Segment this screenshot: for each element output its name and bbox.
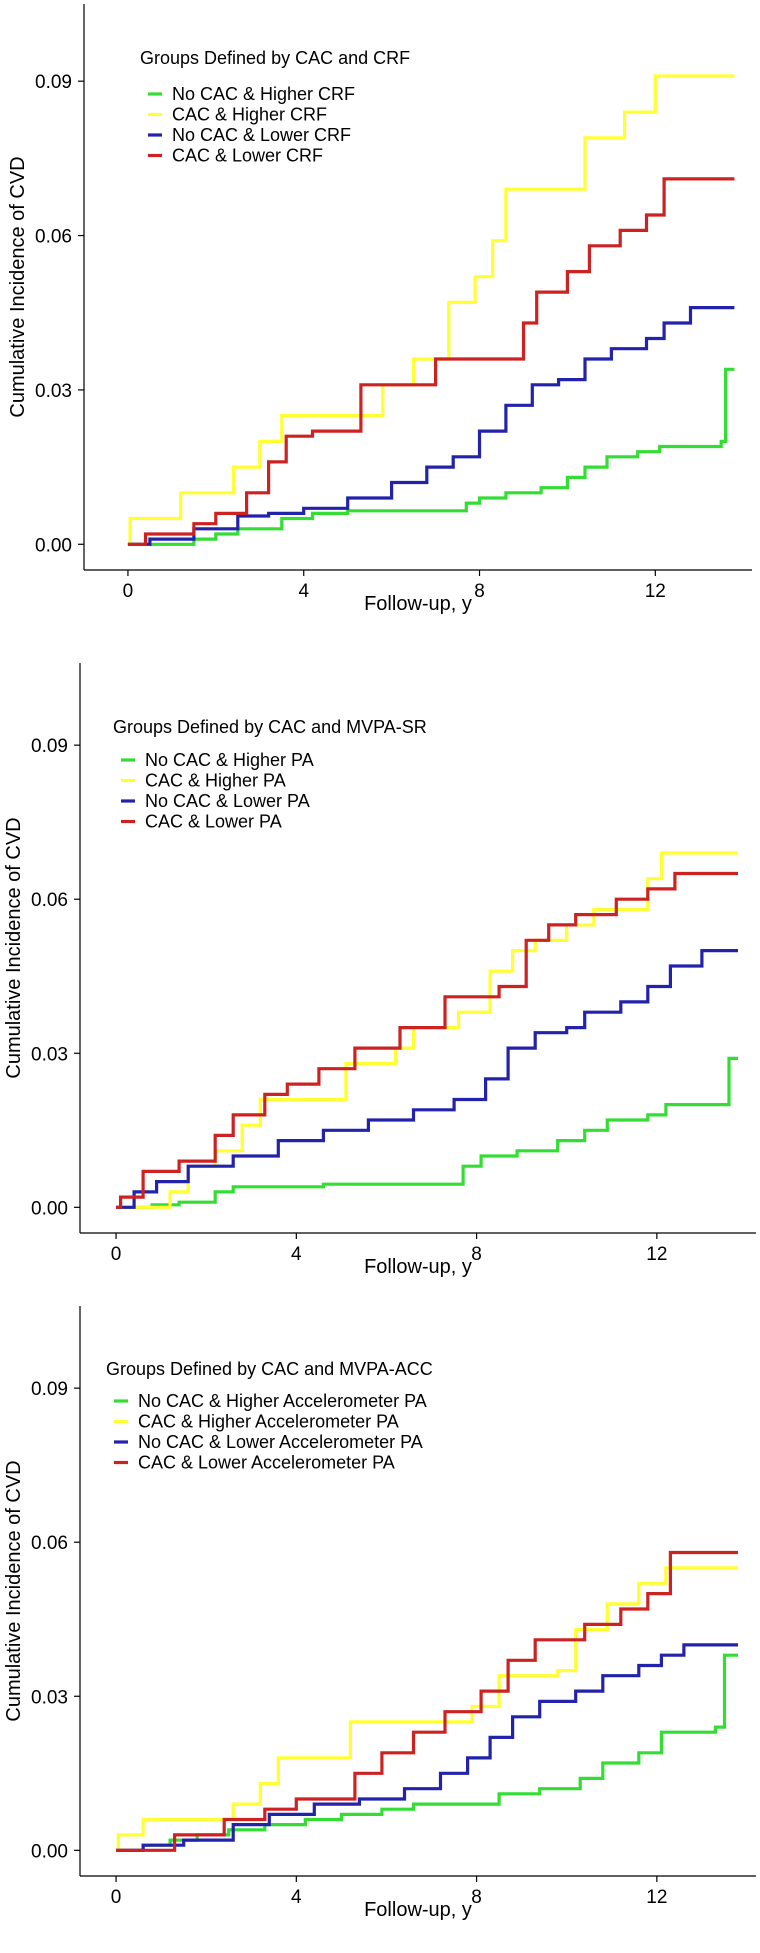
x-tick-label: 12: [646, 1887, 667, 1908]
legend-label: No CAC & Higher CRF: [172, 84, 355, 104]
x-tick-label: 8: [474, 581, 485, 602]
chart-svg-crf: 0.00 0.03 0.06 0.09 0 4 8 12 Follow-up, y Cumulat…: [7, 4, 752, 615]
x-axis-label: Follow-up, y: [364, 593, 472, 615]
y-tick-label: 0.03: [35, 381, 72, 402]
legend-label: CAC & Higher Accelerometer PA: [138, 1412, 399, 1432]
x-tick-label: 0: [111, 1244, 122, 1265]
y-tick-label: 0.09: [31, 1379, 68, 1400]
legend-title: Groups Defined by CAC and MVPA-ACC: [106, 1359, 433, 1379]
legend-label: CAC & Lower PA: [145, 812, 282, 832]
x-axis-label: Follow-up, y: [364, 1899, 472, 1921]
y-tick-label: 0.00: [31, 1198, 68, 1219]
chart-panel-crf: 0.00 0.03 0.06 0.09 0 4 8 12 Follow-up, y Cumulat…: [0, 0, 760, 651]
legend-title: Groups Defined by CAC and CRF: [140, 48, 410, 68]
x-tick-label: 0: [123, 581, 134, 602]
x-axis-label: Follow-up, y: [364, 1256, 472, 1278]
series-line: [116, 851, 738, 1209]
x-tick-label: 4: [298, 581, 309, 602]
series-line: [116, 871, 738, 1209]
chart-svg-mvpa-sr: 0.00 0.03 0.06 0.09 0 4 8 12 Follow-up, y Cumulat…: [3, 663, 756, 1278]
y-tick-label: 0.00: [35, 535, 72, 556]
series-line: [116, 1566, 738, 1852]
y-tick-label: 0.09: [31, 736, 68, 757]
y-tick-label: 0.06: [31, 1533, 68, 1554]
series-line: [116, 1056, 738, 1209]
chart-panel-mvpa-sr: 0.00 0.03 0.06 0.09 0 4 8 12 Follow-up, y Cumulat…: [0, 651, 760, 1302]
y-tick-label: 0.03: [31, 1687, 68, 1708]
series-line: [116, 949, 738, 1209]
y-tick-label: 0.03: [31, 1044, 68, 1065]
y-axis-label: Cumulative Incidence of CVD: [3, 817, 25, 1078]
x-tick-label: 4: [291, 1244, 302, 1265]
chart-panel-mvpa-acc: 0.00 0.03 0.06 0.09 0 4 8 12 Follow-up, y Cumulat…: [0, 1302, 760, 1953]
chart-svg-mvpa-acc: 0.00 0.03 0.06 0.09 0 4 8 12 Follow-up, y Cumulat…: [3, 1306, 756, 1921]
x-tick-label: 0: [111, 1887, 122, 1908]
series-line: [116, 1643, 738, 1852]
y-axis-label: Cumulative Incidence of CVD: [7, 156, 29, 417]
legend-title: Groups Defined by CAC and MVPA-SR: [113, 717, 427, 737]
legend-label: No CAC & Higher Accelerometer PA: [138, 1391, 427, 1411]
series-line: [116, 1550, 738, 1852]
legend-label: No CAC & Higher PA: [145, 750, 314, 770]
legend-label: CAC & Lower Accelerometer PA: [138, 1453, 395, 1473]
x-tick-label: 8: [471, 1244, 482, 1265]
legend-label: CAC & Higher PA: [145, 771, 286, 791]
series-line: [127, 367, 735, 546]
series-line: [127, 306, 735, 546]
legend-label: No CAC & Lower PA: [145, 791, 310, 811]
y-tick-label: 0.06: [31, 890, 68, 911]
y-tick-label: 0.00: [31, 1841, 68, 1862]
legend-label: CAC & Higher CRF: [172, 105, 327, 125]
y-tick-label: 0.09: [35, 72, 72, 93]
legend-label: CAC & Lower CRF: [172, 146, 323, 166]
x-tick-label: 12: [646, 1244, 667, 1265]
legend-label: No CAC & Lower Accelerometer PA: [138, 1432, 423, 1452]
y-axis-label: Cumulative Incidence of CVD: [3, 1460, 25, 1721]
x-tick-label: 4: [291, 1887, 302, 1908]
x-tick-label: 12: [645, 581, 666, 602]
x-tick-label: 8: [471, 1887, 482, 1908]
y-tick-label: 0.06: [35, 227, 72, 248]
legend-label: No CAC & Lower CRF: [172, 125, 351, 145]
series-line: [127, 177, 735, 546]
